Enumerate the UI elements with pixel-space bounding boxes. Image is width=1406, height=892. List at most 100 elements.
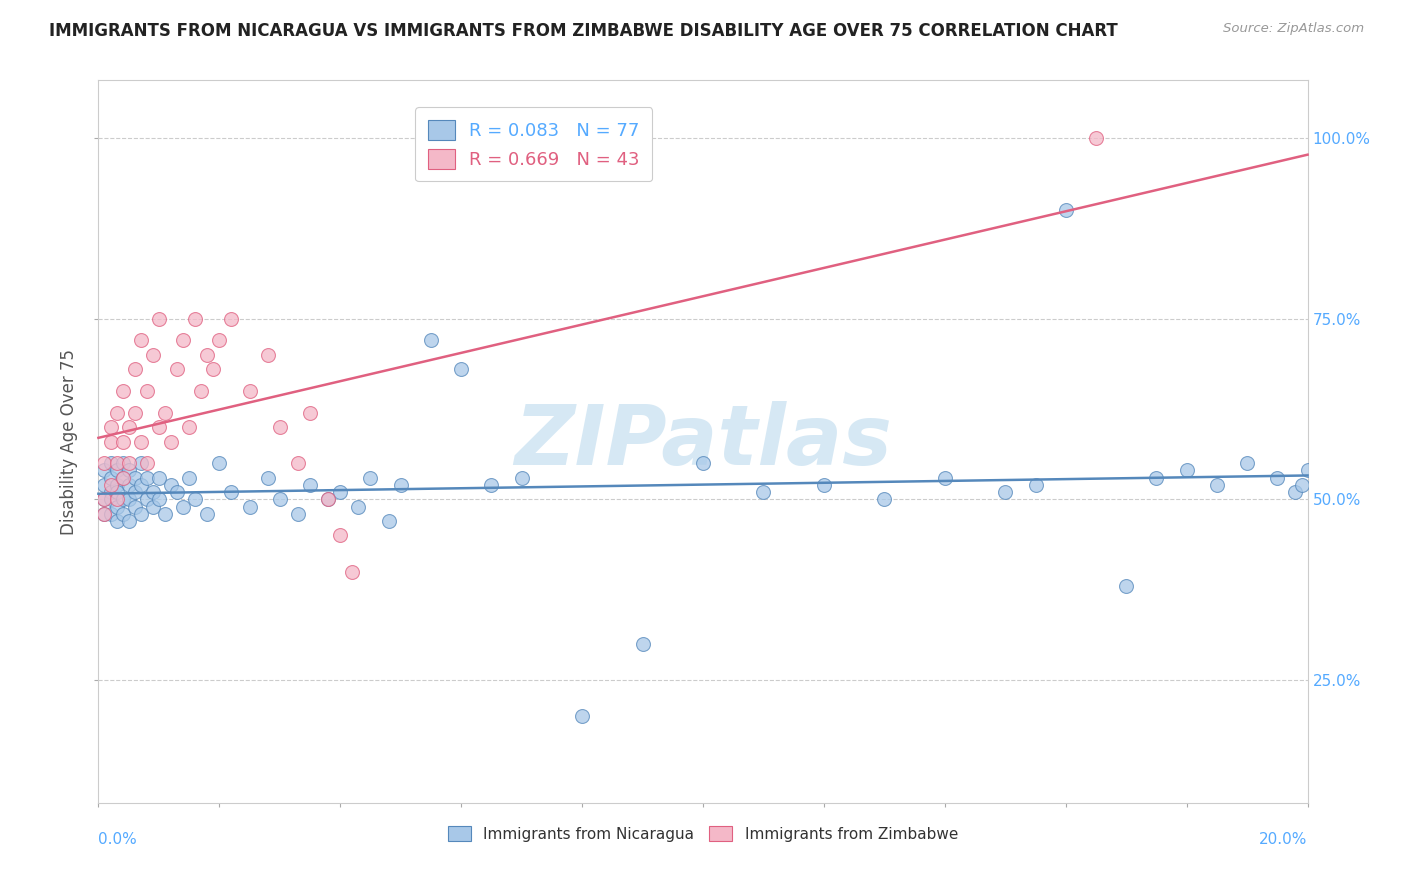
Point [1024,478,1046,492]
Point [111,434,134,449]
Point [111,384,134,398]
Point [111,470,134,484]
Point [692,456,714,470]
Point [287,456,309,470]
Point [148,492,170,507]
Point [100,470,122,484]
Point [129,456,152,470]
Point [100,434,122,449]
Point [135,470,157,484]
Point [1144,470,1167,484]
Point [287,507,309,521]
Point [129,478,152,492]
Point [195,348,218,362]
Point [221,485,243,500]
Point [1206,478,1229,492]
Point [1054,203,1077,218]
Point [195,507,218,521]
Point [221,311,243,326]
Point [148,420,170,434]
Point [111,470,134,484]
Point [142,485,165,500]
Point [1267,470,1289,484]
Point [135,456,157,470]
Point [93,456,115,470]
Point [93,463,115,477]
Point [420,334,443,348]
Point [934,470,956,484]
Point [239,384,262,398]
Point [269,420,291,434]
Point [481,478,503,492]
Point [873,492,896,507]
Point [166,485,188,500]
Point [994,485,1017,500]
Point [1175,463,1198,477]
Point [1284,485,1306,500]
Legend: Immigrants from Nicaragua, Immigrants from Zimbabwe: Immigrants from Nicaragua, Immigrants fr… [440,818,966,849]
Point [124,470,146,484]
Point [299,478,322,492]
Point [1236,456,1258,470]
Point [105,478,128,492]
Point [124,362,146,376]
Point [105,406,128,420]
Point [347,500,370,514]
Point [1085,131,1108,145]
Point [1115,579,1137,593]
Point [329,528,352,542]
Point [135,384,157,398]
Point [118,492,141,507]
Point [105,485,128,500]
Point [179,470,201,484]
Point [256,470,278,484]
Point [142,500,165,514]
Point [105,456,128,470]
Point [377,514,399,528]
Point [93,492,115,507]
Point [148,470,170,484]
Point [153,406,176,420]
Point [208,456,231,470]
Point [316,492,339,507]
Point [239,500,262,514]
Text: IMMIGRANTS FROM NICARAGUA VS IMMIGRANTS FROM ZIMBABWE DISABILITY AGE OVER 75 COR: IMMIGRANTS FROM NICARAGUA VS IMMIGRANTS … [49,22,1118,40]
Point [389,478,412,492]
Point [148,311,170,326]
Point [160,434,183,449]
Point [269,492,291,507]
Point [329,485,352,500]
Text: 0.0%: 0.0% [98,831,138,847]
Text: ZIPatlas: ZIPatlas [515,401,891,482]
Point [184,492,207,507]
Point [100,492,122,507]
Point [190,384,212,398]
Point [124,485,146,500]
Point [184,311,207,326]
Point [135,492,157,507]
Point [153,507,176,521]
Point [111,507,134,521]
Point [124,406,146,420]
Point [1291,478,1313,492]
Point [172,334,194,348]
Point [256,348,278,362]
Point [105,463,128,477]
Point [510,470,533,484]
Point [1296,463,1319,477]
Text: 20.0%: 20.0% [1260,831,1308,847]
Y-axis label: Disability Age Over 75: Disability Age Over 75 [60,349,79,534]
Point [342,565,364,579]
Point [118,420,141,434]
Point [202,362,225,376]
Point [111,456,134,470]
Point [100,485,122,500]
Point [93,507,115,521]
Point [124,500,146,514]
Point [129,507,152,521]
Point [105,514,128,528]
Text: Source: ZipAtlas.com: Source: ZipAtlas.com [1223,22,1364,36]
Point [111,492,134,507]
Point [105,492,128,507]
Point [450,362,472,376]
